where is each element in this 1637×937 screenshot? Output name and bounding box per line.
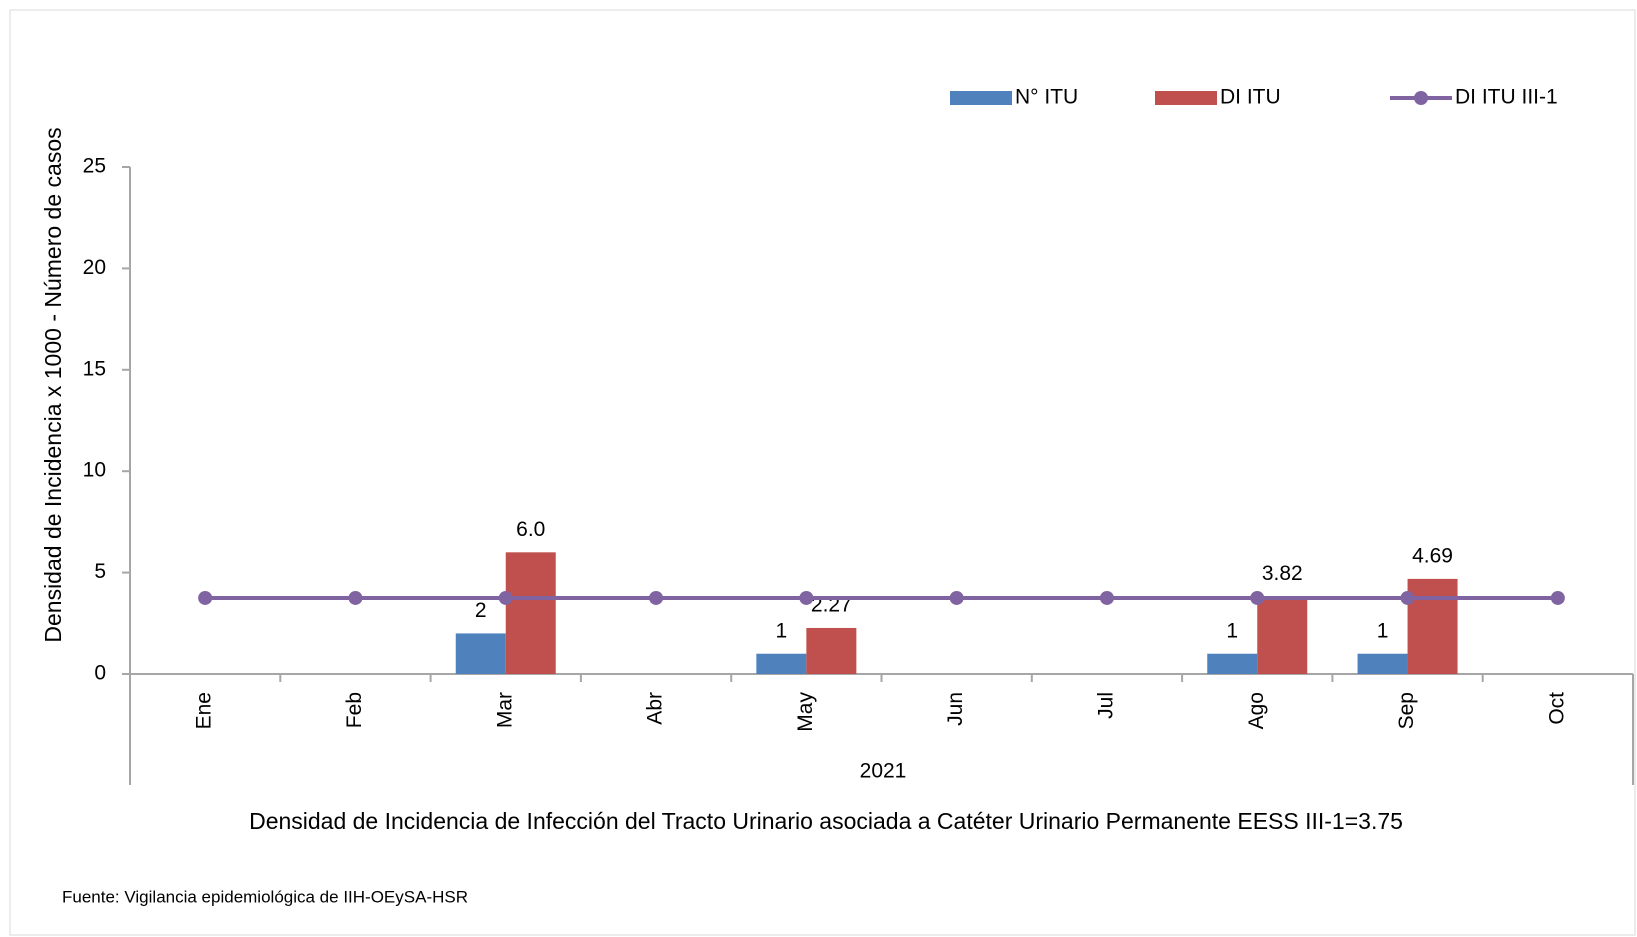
line-marker (1400, 590, 1415, 605)
bar (505, 552, 556, 674)
bar (1357, 653, 1408, 674)
data-label: 1 (1226, 619, 1238, 642)
line-marker (1550, 590, 1565, 605)
bar (1407, 578, 1458, 674)
line-marker (799, 590, 814, 605)
legend-label: DI ITU (1220, 86, 1281, 109)
data-label: 4.69 (1412, 544, 1453, 567)
data-label: 6.0 (516, 518, 545, 541)
bar (455, 633, 506, 674)
x-tick-label: Ago (1245, 692, 1268, 729)
y-tick-label: 15 (83, 357, 106, 380)
x-tick-label: Ene (193, 692, 216, 729)
chart-title: Densidad de Incidencia de Infección del … (249, 808, 1403, 834)
line-marker (1250, 590, 1265, 605)
legend-swatch (950, 91, 1012, 105)
data-label: 3.82 (1262, 562, 1303, 585)
line-marker (949, 590, 964, 605)
y-tick-label: 20 (83, 256, 106, 279)
y-tick-label: 10 (83, 459, 106, 482)
line-marker (1099, 590, 1114, 605)
legend-swatch (1155, 91, 1217, 105)
bar (1207, 653, 1258, 674)
legend-label: DI ITU III-1 (1455, 86, 1558, 109)
data-label: 1 (776, 619, 788, 642)
x-tick-label: Mar (493, 692, 516, 728)
x-tick-label: Jun (944, 692, 967, 726)
legend-label: N° ITU (1015, 86, 1078, 109)
x-tick-label: Abr (644, 692, 667, 725)
x-group-label: 2021 (860, 760, 907, 783)
bar (756, 653, 807, 674)
frame (9, 9, 1636, 936)
x-tick-label: May (794, 692, 817, 732)
bar (806, 627, 857, 674)
source: Fuente: Vigilancia epidemiológica de IIH… (62, 887, 468, 906)
x-tick-label: Sep (1395, 692, 1418, 729)
y-tick-label: 5 (94, 560, 106, 583)
line-marker (198, 590, 213, 605)
line-marker (348, 590, 363, 605)
legend-marker (1414, 91, 1428, 105)
y-axis-label: Densidad de Incidencia x 1000 - Número d… (40, 127, 66, 642)
data-label: 1 (1377, 619, 1389, 642)
x-tick-label: Feb (343, 692, 366, 728)
line-marker (498, 590, 513, 605)
y-tick-label: 0 (94, 662, 106, 685)
x-tick-label: Jul (1094, 692, 1117, 719)
x-tick-label: Oct (1545, 692, 1568, 725)
bar (1257, 596, 1308, 674)
y-tick-label: 25 (83, 155, 106, 178)
line-marker (649, 590, 664, 605)
data-label: 2 (475, 599, 487, 622)
